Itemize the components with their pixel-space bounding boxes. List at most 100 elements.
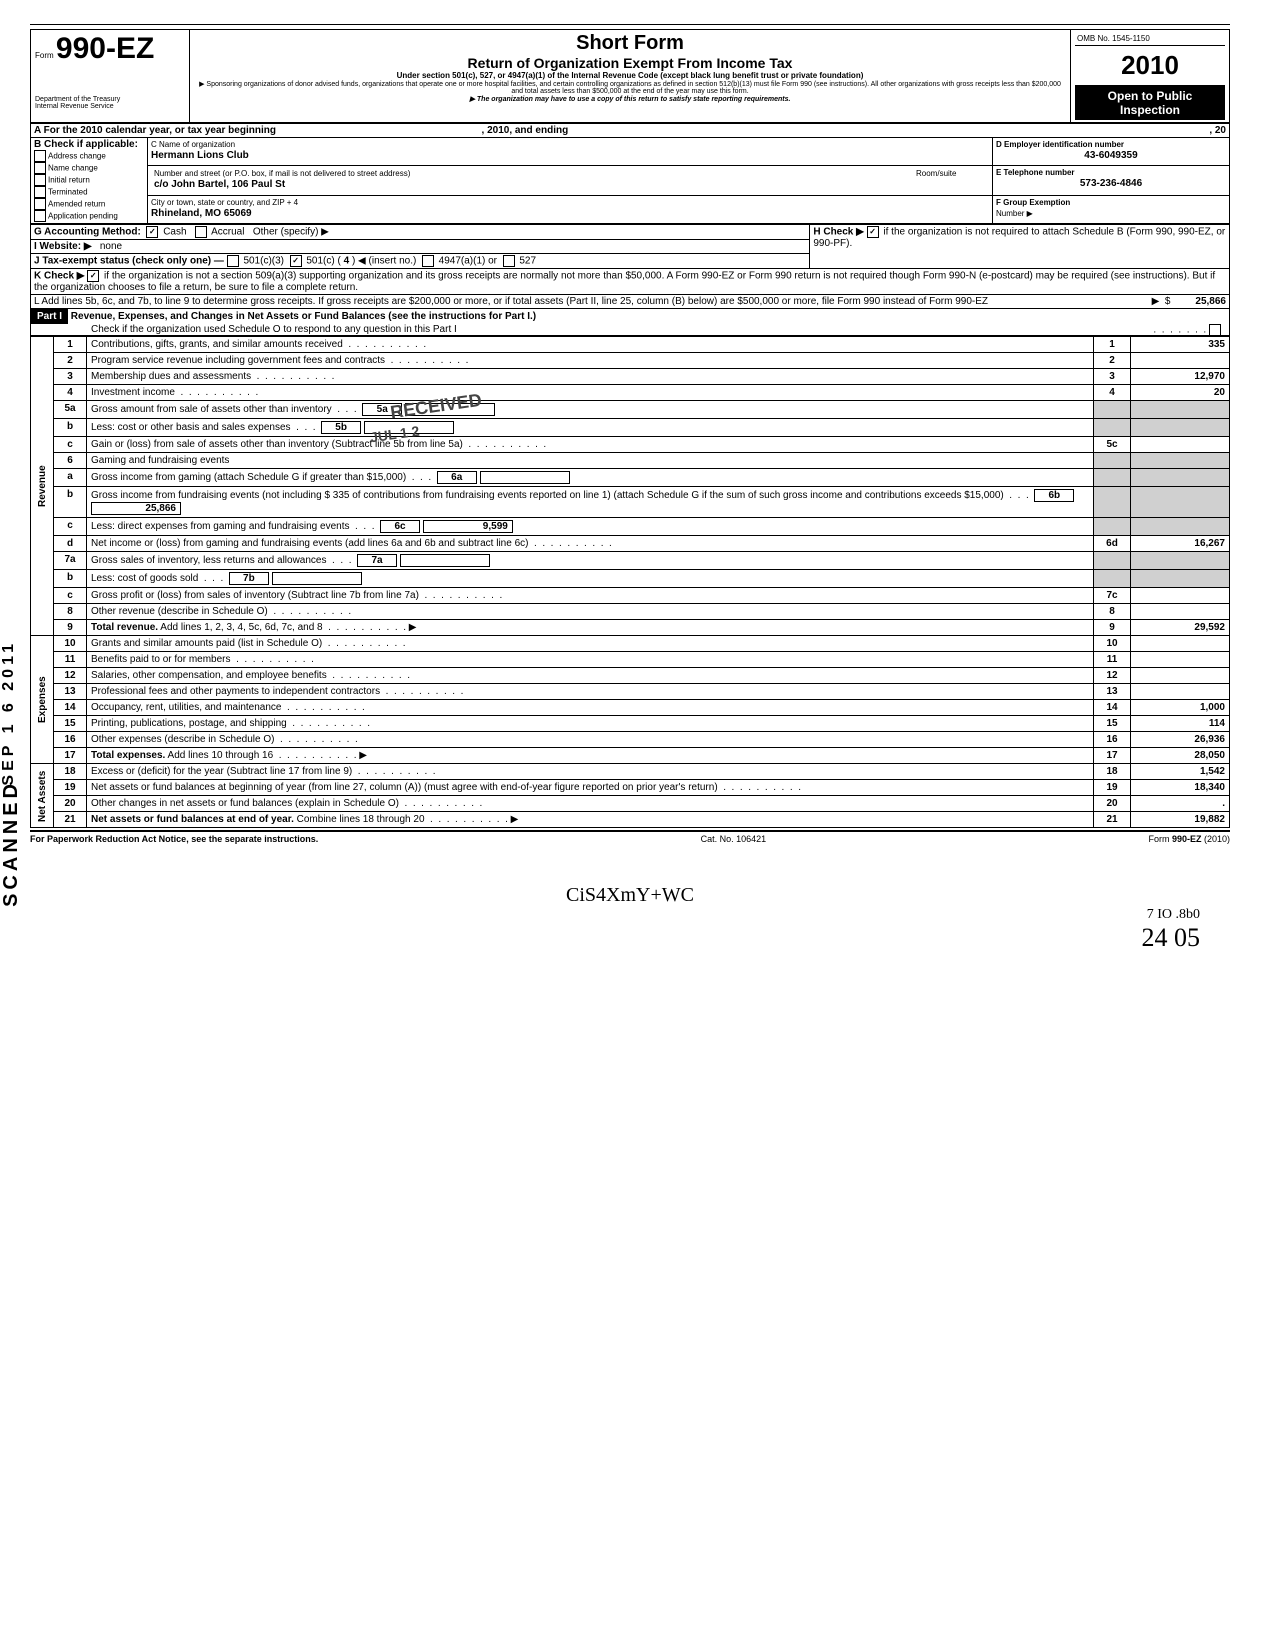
section-label: Expenses [31,636,54,764]
checkbox-501c[interactable]: ✓ [290,255,302,267]
lbl-name-change: Name change [48,164,98,173]
checkbox-h[interactable]: ✓ [867,226,879,238]
line-description: Gross profit or (loss) from sales of inv… [87,588,1094,604]
checkbox-4947[interactable] [422,255,434,267]
line-amount: 18,340 [1131,780,1230,796]
line-number: 4 [54,385,87,401]
checkbox-name-change[interactable] [34,162,46,174]
line-number: 9 [54,620,87,636]
lbl-cash: Cash [163,227,186,238]
line-description: Grants and similar amounts paid (list in… [87,636,1094,652]
line-number: a [54,469,87,487]
line-ref: 11 [1094,652,1131,668]
checkbox-accrual[interactable] [195,226,207,238]
line-number: 8 [54,604,87,620]
line-amount: 28,050 [1131,748,1230,764]
line-amount-shaded [1131,419,1230,437]
checkbox-cash[interactable]: ✓ [146,226,158,238]
line-number: 17 [54,748,87,764]
checkbox-initial-return[interactable] [34,174,46,186]
checkbox-part1-scho[interactable] [1209,324,1221,336]
line-number: c [54,437,87,453]
line-ref: 16 [1094,732,1131,748]
checkbox-527[interactable] [503,255,515,267]
line-ref-shaded [1094,401,1131,419]
line-amount: . [1131,796,1230,812]
checkbox-address-change[interactable] [34,150,46,162]
part1-check-line: Check if the organization used Schedule … [31,324,457,335]
line-d-label: D Employer identification number [996,140,1124,149]
form-number: 990-EZ [56,32,154,65]
line-description: Gross amount from sale of assets other t… [87,401,1094,419]
line-description: Net assets or fund balances at beginning… [87,780,1094,796]
line-number: b [54,487,87,518]
part1-lines-table: Revenue1Contributions, gifts, grants, an… [30,336,1230,828]
line-description: Program service revenue including govern… [87,353,1094,369]
line-number: 16 [54,732,87,748]
line-description: Other revenue (describe in Schedule O) .… [87,604,1094,620]
line-amount-blank [1131,453,1230,469]
line-amount-shaded [1131,469,1230,487]
section-label: Net Assets [31,764,54,828]
lbl-501c: 501(c) ( [306,256,340,267]
lbl-501c-num: 4 [344,256,350,267]
handwriting-1: CiS4XmY+WC [566,884,694,906]
line-description: Gross income from gaming (attach Schedul… [87,469,1094,487]
line-number: 20 [54,796,87,812]
sponsor-text: ▶ Sponsoring organizations of donor advi… [194,80,1066,95]
lbl-501c3: 501(c)(3) [243,256,284,267]
line-amount [1131,668,1230,684]
line-ref-shaded [1094,518,1131,536]
line-description: Gaming and fundraising events [87,453,1094,469]
line-amount: 1,542 [1131,764,1230,780]
dept-label: Department of the Treasury [35,96,185,103]
line-ref: 14 [1094,700,1131,716]
line-number: 14 [54,700,87,716]
line-ref-shaded [1094,570,1131,588]
lbl-accrual: Accrual [211,227,244,238]
line-description: Gross sales of inventory, less returns a… [87,552,1094,570]
line-f-label: F Group Exemption [996,198,1070,207]
line-ref: 7c [1094,588,1131,604]
line-description: Less: cost or other basis and sales expe… [87,419,1094,437]
line-ref: 20 [1094,796,1131,812]
lbl-initial-return: Initial return [48,176,90,185]
entity-info-table: A For the 2010 calendar year, or tax yea… [30,123,1230,224]
line-description: Professional fees and other payments to … [87,684,1094,700]
form-prefix: Form 990-EZ [35,32,185,66]
copy-text: ▶ The organization may have to use a cop… [194,95,1066,103]
handwriting-2: 7 IO .8b0 [1147,907,1200,922]
ein-value: 43-6049359 [996,150,1226,161]
line-number: 1 [54,337,87,353]
footer-left: For Paperwork Reduction Act Notice, see … [30,834,318,844]
tax-year: 2010 [1075,46,1225,86]
line-ref-shaded [1094,487,1131,518]
checkbox-k[interactable]: ✓ [87,270,99,282]
checkbox-app-pending[interactable] [34,210,46,222]
line-number: 5a [54,401,87,419]
line-j-label: J Tax-exempt status (check only one) — [34,256,224,267]
line-number: 3 [54,369,87,385]
line-ref: 2 [1094,353,1131,369]
checkbox-terminated[interactable] [34,186,46,198]
line-amount-shaded [1131,552,1230,570]
checkbox-501c3[interactable] [227,255,239,267]
footer-right: Form 990-EZ (2010) [1148,834,1230,844]
street-value: c/o John Bartel, 106 Paul St [154,179,285,190]
city-value: Rhineland, MO 65069 [151,208,252,219]
line-amount: 20 [1131,385,1230,401]
lbl-address-change: Address change [48,152,106,161]
line-f-sub: Number ▶ [996,209,1033,218]
line-number: 2 [54,353,87,369]
website-value: none [100,241,122,252]
line-amount: 335 [1131,337,1230,353]
line-description: Contributions, gifts, grants, and simila… [87,337,1094,353]
line-ref: 21 [1094,812,1131,828]
line-amount: 1,000 [1131,700,1230,716]
checkbox-amended[interactable] [34,198,46,210]
section-label: Revenue [31,337,54,636]
line-g-label: G Accounting Method: [34,227,141,238]
line-number: 6 [54,453,87,469]
street-label: Number and street (or P.O. box, if mail … [154,169,410,178]
line-k-label: K Check ▶ [34,271,84,282]
